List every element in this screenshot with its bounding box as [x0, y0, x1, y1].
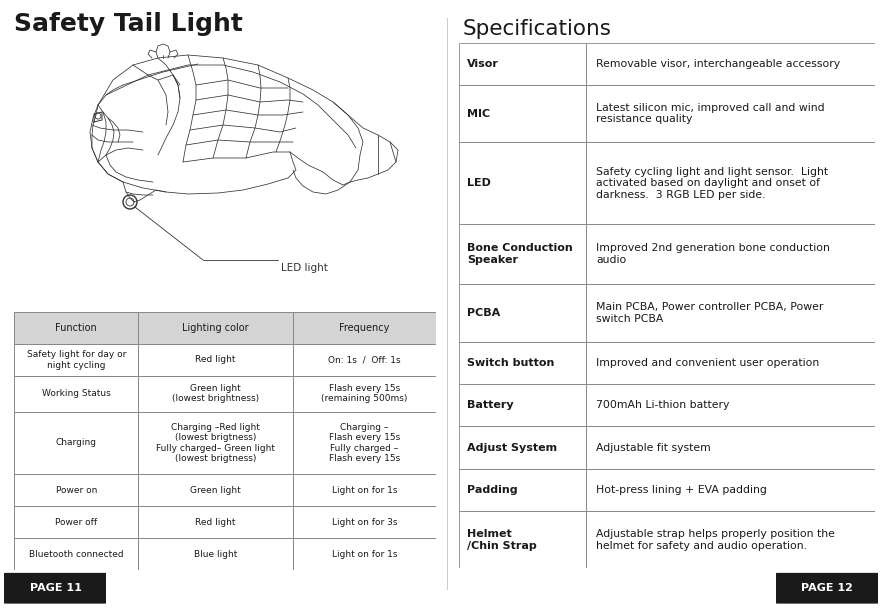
Bar	[292, 474, 436, 506]
Bar	[138, 412, 292, 474]
Text: LED: LED	[466, 178, 490, 188]
Text: Red light: Red light	[195, 356, 236, 364]
Bar	[458, 285, 585, 342]
Text: Frequency: Frequency	[338, 323, 389, 333]
Text: Light on for 1s: Light on for 1s	[331, 486, 397, 495]
Text: PCBA: PCBA	[466, 308, 500, 318]
Text: Power on: Power on	[56, 486, 97, 495]
Text: PAGE 12: PAGE 12	[800, 583, 852, 593]
Text: Improved 2nd generation bone conduction
audio: Improved 2nd generation bone conduction …	[595, 243, 829, 265]
Text: Adjustable strap helps properly position the
helmet for safety and audio operati: Adjustable strap helps properly position…	[595, 529, 834, 551]
Bar	[138, 344, 292, 376]
Bar	[292, 506, 436, 538]
Bar	[458, 85, 585, 142]
Bar	[585, 142, 874, 224]
Text: Green light
(lowest brightness): Green light (lowest brightness)	[172, 384, 259, 404]
Bar	[138, 538, 292, 570]
Bar	[458, 142, 585, 224]
Text: Main PCBA, Power controller PCBA, Power
switch PCBA: Main PCBA, Power controller PCBA, Power …	[595, 302, 822, 324]
Text: Battery: Battery	[466, 400, 513, 410]
Bar	[458, 469, 585, 511]
Text: Light on for 1s: Light on for 1s	[331, 550, 397, 559]
FancyBboxPatch shape	[773, 573, 879, 604]
Text: Charging –
Flash every 15s
Fully charged –
Flash every 15s: Charging – Flash every 15s Fully charged…	[329, 423, 400, 463]
Text: Safety cycling light and light sensor.  Light
activated based on daylight and on: Safety cycling light and light sensor. L…	[595, 167, 828, 199]
Bar	[138, 312, 292, 344]
Text: Charging: Charging	[56, 438, 97, 447]
Text: Latest silicon mic, improved call and wind
resistance quality: Latest silicon mic, improved call and wi…	[595, 103, 824, 125]
Text: MIC: MIC	[466, 109, 489, 119]
Text: Removable visor, interchangeable accessory: Removable visor, interchangeable accesso…	[595, 59, 839, 69]
Bar	[585, 43, 874, 85]
Text: Power off: Power off	[55, 517, 97, 527]
Bar	[292, 344, 436, 376]
Text: Helmet
/Chin Strap: Helmet /Chin Strap	[466, 529, 536, 551]
Text: Flash every 15s
(remaining 500ms): Flash every 15s (remaining 500ms)	[321, 384, 407, 404]
Bar	[14, 538, 138, 570]
Text: Adjustable fit system: Adjustable fit system	[595, 443, 710, 452]
Text: Bone Conduction
Speaker: Bone Conduction Speaker	[466, 243, 572, 265]
Text: 700mAh Li-thion battery: 700mAh Li-thion battery	[595, 400, 728, 410]
Text: Adjust System: Adjust System	[466, 443, 556, 452]
Bar	[585, 384, 874, 426]
Bar	[585, 426, 874, 469]
Bar	[14, 344, 138, 376]
Bar	[138, 474, 292, 506]
Text: Visor: Visor	[466, 59, 498, 69]
Bar	[585, 85, 874, 142]
Text: Charging –Red light
(lowest brigtness)
Fully charged– Green light
(lowest brigtn: Charging –Red light (lowest brigtness) F…	[156, 423, 275, 463]
Bar	[14, 474, 138, 506]
Bar	[585, 511, 874, 568]
Bar	[292, 312, 436, 344]
Bar	[138, 376, 292, 412]
Bar	[138, 506, 292, 538]
Bar	[292, 538, 436, 570]
Bar	[458, 43, 585, 85]
Text: Safety light for day or
night cycling: Safety light for day or night cycling	[27, 350, 126, 370]
Bar	[585, 285, 874, 342]
Text: Lighting color: Lighting color	[182, 323, 249, 333]
Bar	[14, 312, 138, 344]
Bar	[14, 412, 138, 474]
FancyBboxPatch shape	[3, 573, 108, 604]
Bar	[458, 511, 585, 568]
Text: Padding: Padding	[466, 485, 517, 495]
Bar	[14, 506, 138, 538]
Text: Hot-press lining + EVA padding: Hot-press lining + EVA padding	[595, 485, 766, 495]
Bar	[292, 376, 436, 412]
Text: Light on for 3s: Light on for 3s	[331, 517, 397, 527]
Text: On: 1s  /  Off: 1s: On: 1s / Off: 1s	[328, 356, 400, 364]
Bar	[292, 412, 436, 474]
Text: Specifications: Specifications	[462, 19, 611, 40]
Bar	[458, 342, 585, 384]
Bar	[458, 224, 585, 285]
Bar	[458, 426, 585, 469]
Text: Green light: Green light	[190, 486, 241, 495]
Text: Improved and convenient user operation: Improved and convenient user operation	[595, 358, 819, 368]
Text: Working Status: Working Status	[42, 389, 111, 398]
Text: Blue light: Blue light	[194, 550, 237, 559]
Text: Function: Function	[55, 323, 97, 333]
Text: Bluetooth connected: Bluetooth connected	[29, 550, 123, 559]
Bar	[14, 376, 138, 412]
Text: PAGE 11: PAGE 11	[29, 583, 82, 593]
Bar	[458, 384, 585, 426]
Bar	[585, 469, 874, 511]
Text: Safety Tail Light: Safety Tail Light	[14, 12, 243, 36]
Bar	[585, 224, 874, 285]
Text: LED light: LED light	[281, 263, 328, 273]
Bar	[585, 342, 874, 384]
Text: Switch button: Switch button	[466, 358, 554, 368]
Text: Red light: Red light	[195, 517, 236, 527]
